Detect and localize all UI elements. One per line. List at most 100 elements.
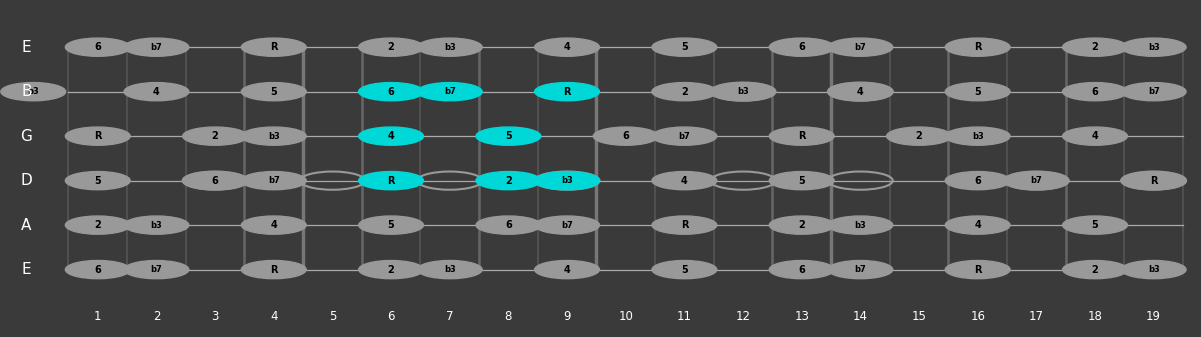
Circle shape — [945, 127, 1010, 145]
Text: R: R — [974, 265, 981, 275]
Text: 2: 2 — [388, 42, 394, 52]
Text: 5: 5 — [799, 176, 805, 186]
Circle shape — [65, 216, 130, 234]
Text: 6: 6 — [799, 265, 805, 275]
Text: 6: 6 — [95, 265, 101, 275]
Circle shape — [652, 172, 717, 190]
Text: 2: 2 — [388, 265, 394, 275]
Text: b3: b3 — [444, 43, 455, 52]
Circle shape — [945, 172, 1010, 190]
Text: 6: 6 — [388, 310, 395, 323]
Text: b3: b3 — [1148, 265, 1159, 274]
Text: 5: 5 — [95, 176, 101, 186]
Circle shape — [183, 172, 247, 190]
Circle shape — [827, 83, 892, 101]
Circle shape — [417, 38, 482, 56]
Circle shape — [359, 216, 424, 234]
Circle shape — [534, 38, 599, 56]
Text: R: R — [974, 42, 981, 52]
Circle shape — [241, 83, 306, 101]
Circle shape — [945, 261, 1010, 279]
Circle shape — [1, 83, 66, 101]
Circle shape — [417, 83, 482, 101]
Circle shape — [770, 38, 835, 56]
Text: 8: 8 — [504, 310, 512, 323]
Text: b3: b3 — [854, 221, 866, 229]
Circle shape — [417, 261, 482, 279]
Text: b3: b3 — [268, 132, 280, 141]
Text: 2: 2 — [506, 176, 512, 186]
Text: 2: 2 — [799, 220, 805, 230]
Circle shape — [770, 261, 835, 279]
Text: b3: b3 — [737, 87, 749, 96]
Text: 4: 4 — [563, 42, 570, 52]
Text: b7: b7 — [854, 265, 866, 274]
Text: b7: b7 — [444, 87, 455, 96]
Text: E: E — [22, 262, 31, 277]
Text: R: R — [270, 265, 277, 275]
Text: 5: 5 — [681, 42, 688, 52]
Text: 18: 18 — [1088, 310, 1103, 323]
Circle shape — [1063, 127, 1128, 145]
Circle shape — [534, 83, 599, 101]
Circle shape — [476, 127, 540, 145]
Text: 5: 5 — [1092, 220, 1099, 230]
Circle shape — [241, 261, 306, 279]
Circle shape — [1004, 172, 1069, 190]
Circle shape — [945, 216, 1010, 234]
Text: b7: b7 — [150, 43, 162, 52]
Circle shape — [476, 172, 540, 190]
Circle shape — [359, 261, 424, 279]
Circle shape — [359, 83, 424, 101]
Text: 4: 4 — [153, 87, 160, 97]
Text: 7: 7 — [446, 310, 454, 323]
Text: R: R — [270, 42, 277, 52]
Text: 5: 5 — [270, 87, 277, 97]
Text: 6: 6 — [388, 87, 394, 97]
Text: 4: 4 — [974, 220, 981, 230]
Circle shape — [770, 127, 835, 145]
Text: 5: 5 — [388, 220, 394, 230]
Circle shape — [945, 83, 1010, 101]
Circle shape — [1122, 83, 1187, 101]
Text: b7: b7 — [1148, 87, 1159, 96]
Circle shape — [945, 38, 1010, 56]
Text: 11: 11 — [677, 310, 692, 323]
Circle shape — [124, 261, 189, 279]
Text: 1: 1 — [94, 310, 102, 323]
Text: 4: 4 — [563, 265, 570, 275]
Text: b3: b3 — [972, 132, 984, 141]
Text: E: E — [22, 40, 31, 55]
Text: 15: 15 — [912, 310, 926, 323]
Text: 2: 2 — [1092, 265, 1099, 275]
Text: 5: 5 — [506, 131, 512, 141]
Circle shape — [652, 83, 717, 101]
Text: 5: 5 — [329, 310, 336, 323]
Text: 12: 12 — [735, 310, 751, 323]
Text: 13: 13 — [794, 310, 809, 323]
Text: 4: 4 — [388, 131, 394, 141]
Circle shape — [827, 261, 892, 279]
Text: 4: 4 — [270, 310, 277, 323]
Text: 16: 16 — [970, 310, 985, 323]
Text: 6: 6 — [211, 176, 219, 186]
Circle shape — [1063, 38, 1128, 56]
Text: 6: 6 — [974, 176, 981, 186]
Text: R: R — [681, 220, 688, 230]
Text: 5: 5 — [974, 87, 981, 97]
Text: R: R — [388, 176, 395, 186]
Text: R: R — [563, 87, 570, 97]
Circle shape — [65, 38, 130, 56]
Circle shape — [241, 172, 306, 190]
Circle shape — [65, 172, 130, 190]
Circle shape — [183, 127, 247, 145]
Text: 6: 6 — [1092, 87, 1099, 97]
Text: b7: b7 — [679, 132, 691, 141]
Circle shape — [359, 127, 424, 145]
Circle shape — [1063, 216, 1128, 234]
Text: 2: 2 — [1092, 42, 1099, 52]
Text: R: R — [94, 131, 102, 141]
Circle shape — [476, 216, 540, 234]
Circle shape — [241, 216, 306, 234]
Circle shape — [652, 261, 717, 279]
